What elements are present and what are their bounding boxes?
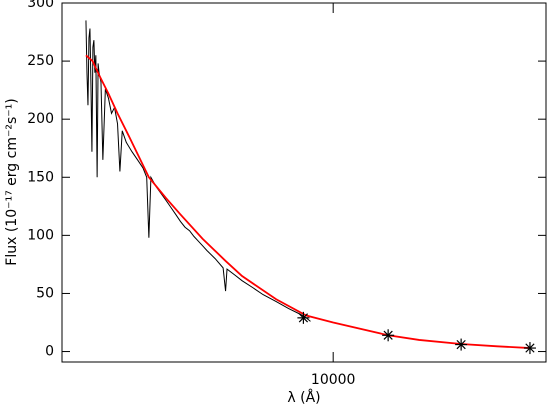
- spectrum-line: [85, 20, 311, 322]
- photometry-point: [523, 342, 536, 355]
- y-tick-label: 100: [27, 227, 54, 243]
- y-tick-label: 150: [27, 169, 54, 185]
- x-axis-label: λ (Å): [287, 389, 320, 406]
- photometry-point: [297, 311, 310, 324]
- x-tick-label: 10000: [311, 372, 356, 388]
- photometry-point: [455, 338, 468, 351]
- spectrum-line: [85, 54, 530, 349]
- y-tick-label: 250: [27, 53, 54, 69]
- y-axis-label: Flux (10⁻¹⁷ erg cm⁻²s⁻¹): [4, 98, 20, 265]
- asterisk-stroke: [383, 330, 393, 340]
- y-tick-label: 200: [27, 111, 54, 127]
- photometry-point: [382, 329, 395, 342]
- y-tick-label: 0: [45, 344, 54, 360]
- asterisk-stroke: [525, 343, 535, 353]
- asterisk-stroke: [456, 339, 466, 350]
- y-tick-label: 50: [36, 285, 54, 301]
- y-tick-label: 300: [27, 0, 54, 11]
- plot-frame: [61, 2, 547, 363]
- asterisk-stroke: [298, 313, 309, 323]
